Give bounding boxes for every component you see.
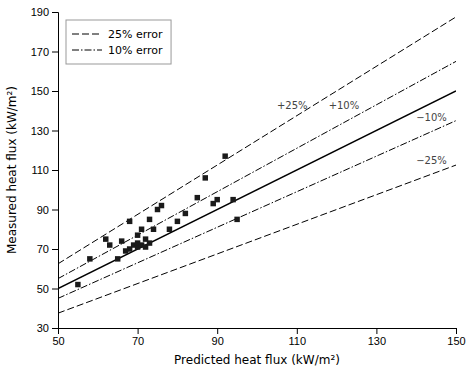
y-tick: 150: [31, 85, 58, 97]
legend-swatch: [72, 34, 102, 35]
scatter-point: [115, 256, 120, 261]
x-tick-label: 110: [289, 335, 307, 347]
scatter-point: [107, 242, 112, 247]
scatter-point: [159, 203, 164, 208]
y-axis: 30 50 70 90 110 130 150 170 190: [31, 6, 59, 334]
x-tick-label: 50: [52, 335, 64, 347]
annotation: −10%: [416, 112, 447, 123]
reference-line: [58, 91, 456, 289]
legend: 25% error 10% error: [66, 20, 171, 64]
x-tick-mark: [297, 328, 298, 334]
y-tick: 130: [31, 125, 58, 137]
y-tick-mark: [52, 91, 58, 92]
y-tick-mark: [52, 210, 58, 211]
plot-marks: [58, 17, 456, 313]
y-tick: 190: [31, 6, 58, 18]
y-tick-label: 190: [31, 6, 49, 18]
legend-label: 10% error: [108, 44, 163, 57]
x-tick: 90: [212, 328, 224, 347]
x-tick: 150: [447, 328, 465, 347]
y-axis-line: [52, 13, 59, 329]
x-tick-mark: [456, 328, 457, 334]
scatter-point: [147, 240, 152, 245]
legend-label: 25% error: [108, 28, 163, 41]
reference-line: [58, 17, 456, 264]
x-tick-mark: [217, 328, 218, 334]
x-axis: 50 70 90 110 130 150: [52, 328, 465, 347]
x-tick-label: 70: [132, 335, 144, 347]
y-tick: 90: [37, 204, 58, 216]
scatter-point: [222, 153, 227, 158]
y-tick-label: 150: [31, 85, 49, 97]
annotation: −25%: [416, 155, 447, 166]
y-tick-mark: [52, 249, 58, 250]
x-tick: 130: [368, 328, 386, 347]
legend-box: [66, 20, 171, 64]
x-tick: 70: [132, 328, 144, 347]
y-tick-mark: [52, 328, 58, 329]
scatter-point: [127, 219, 132, 224]
scatter-point: [195, 195, 200, 200]
y-tick: 170: [31, 46, 58, 58]
scatter-point: [234, 217, 239, 222]
scatter-point: [151, 227, 156, 232]
reference-line: [58, 61, 456, 278]
y-tick-mark: [52, 289, 58, 290]
x-tick-label: 90: [212, 335, 224, 347]
annotation: +25%: [277, 100, 308, 111]
x-tick-label: 150: [447, 335, 465, 347]
y-tick-label: 50: [37, 283, 49, 295]
scatter-point: [230, 197, 235, 202]
legend-swatch: [72, 50, 102, 51]
scatter-point: [139, 227, 144, 232]
y-tick: 50: [37, 283, 58, 295]
x-axis-title: Predicted heat flux (kW/m²): [174, 353, 340, 367]
scatter-point: [183, 211, 188, 216]
y-tick: 110: [31, 164, 58, 176]
y-tick-label: 130: [31, 125, 49, 137]
scatter-point: [87, 256, 92, 261]
x-tick: 50: [52, 328, 64, 347]
reference-line: [58, 165, 456, 313]
x-axis-line: [59, 329, 457, 335]
x-tick-mark: [138, 328, 139, 334]
y-tick-mark: [52, 12, 58, 13]
y-tick-label: 30: [37, 322, 49, 334]
y-tick: 30: [37, 322, 58, 334]
reference-line: [58, 121, 456, 299]
annotation: +10%: [329, 100, 360, 111]
scatter-point: [119, 238, 124, 243]
x-tick-label: 130: [368, 335, 386, 347]
y-tick-mark: [52, 131, 58, 132]
y-tick-mark: [52, 170, 58, 171]
scatter-point: [103, 236, 108, 241]
x-tick-mark: [376, 328, 377, 334]
y-axis-title: Measured heat flux (kW/m²): [5, 86, 19, 254]
scatter-point: [167, 227, 172, 232]
y-tick-label: 70: [37, 243, 49, 255]
y-tick-mark: [52, 52, 58, 53]
y-tick-label: 170: [31, 46, 49, 58]
y-tick-label: 110: [31, 164, 49, 176]
scatter-point: [135, 232, 140, 237]
scatter-point: [203, 175, 208, 180]
y-tick: 70: [37, 243, 58, 255]
scatter-point: [175, 219, 180, 224]
chart: 50709011013015030507090110130150170190Pr…: [0, 0, 474, 374]
scatter-point: [75, 282, 80, 287]
scatter-point: [147, 217, 152, 222]
y-tick-label: 90: [37, 204, 49, 216]
x-tick: 110: [289, 328, 307, 347]
scatter-point: [214, 197, 219, 202]
